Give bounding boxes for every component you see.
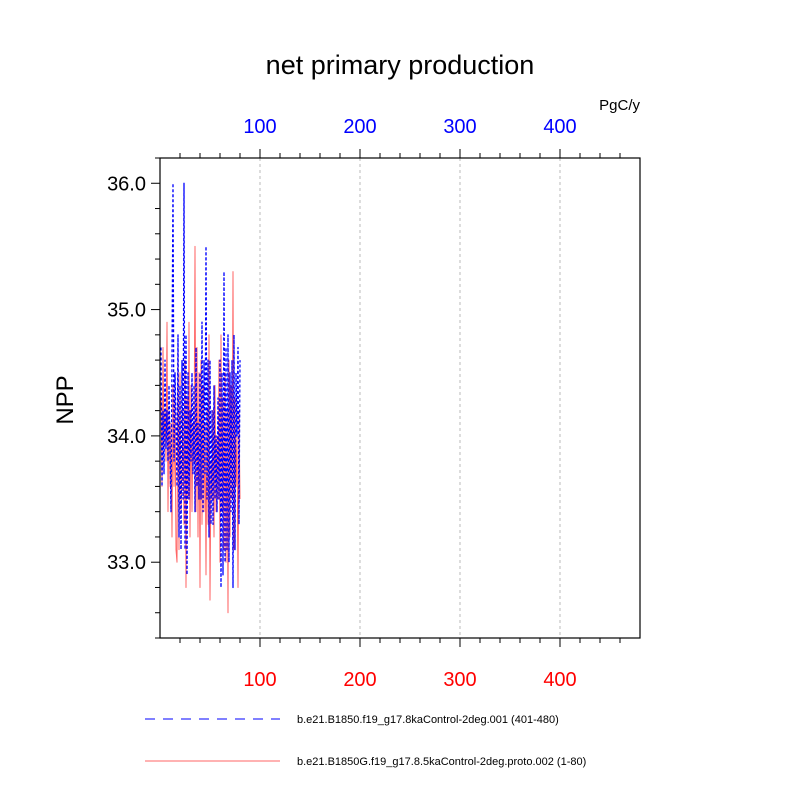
x-tick-label-bottom: 300	[443, 669, 476, 691]
y-tick-label: 33.0	[107, 552, 146, 574]
y-axis-label: NPP	[52, 375, 79, 424]
x-tick-label-top: 400	[543, 116, 576, 138]
y-tick-label: 36.0	[107, 173, 146, 195]
plot-frame	[159, 157, 641, 639]
chart-title: net primary production	[266, 50, 535, 80]
x-tick-label-top: 100	[243, 116, 276, 138]
x-tick-label-bottom: 400	[543, 669, 576, 691]
series-lines	[160, 182, 241, 614]
grid-lines	[259, 158, 561, 638]
x-tick-label-top: 200	[343, 116, 376, 138]
x-tick-label-bottom: 200	[343, 669, 376, 691]
series-line-1	[160, 182, 241, 589]
x-tick-label-top: 300	[443, 116, 476, 138]
legend-label-1: b.e21.B1850.f19_g17.8kaControl-2deg.001 …	[297, 714, 559, 726]
y-tick-label: 35.0	[107, 300, 146, 322]
x-tick-label-bottom: 100	[243, 669, 276, 691]
legend: b.e21.B1850.f19_g17.8kaControl-2deg.001 …	[145, 714, 586, 768]
axes: 100 100 200 200 300 300 400 400 33.0 34.0 35.0 36.0	[107, 116, 621, 691]
legend-label-2: b.e21.B1850G.f19_g17.8.5kaControl-2deg.p…	[297, 756, 586, 768]
y-tick-label: 34.0	[107, 426, 146, 448]
units-label: PgC/y	[599, 97, 640, 114]
